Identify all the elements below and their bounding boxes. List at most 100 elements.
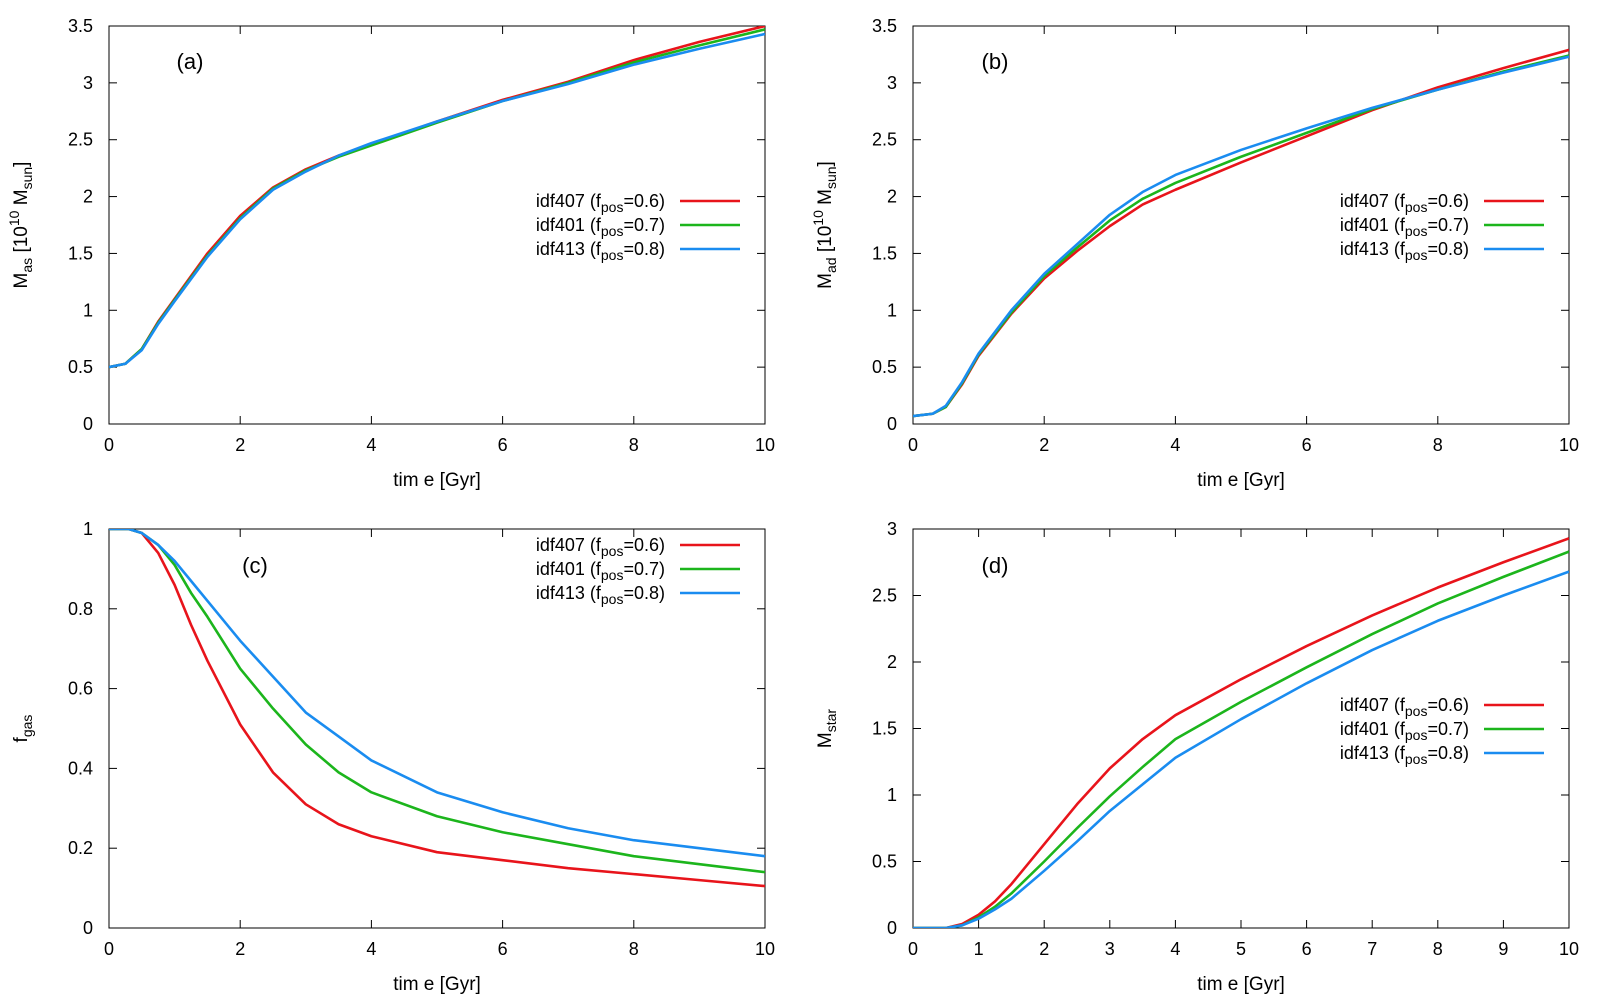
y-tick-label: 2 [887,652,897,672]
x-axis-label: tim e [Gyr] [393,974,481,995]
x-tick-label: 6 [498,435,508,455]
panel-a: 0 2 4 6 8 10 0 0.5 1 1.5 2 2.5 3 3.5 tim e [Gyr] Mas [1… [6,16,775,491]
y-tick-label: 1 [887,785,897,805]
x-tick-label: 8 [1433,939,1443,959]
series-line-idf407 [109,529,765,888]
panel-label: (c) [242,553,268,578]
x-tick-label: 6 [498,939,508,959]
x-axis-label: tim e [Gyr] [1197,470,1285,491]
y-tick-label: 2.5 [872,130,897,150]
y-tick-label: 2 [887,187,897,207]
series-line-idf413 [109,529,765,858]
plot-frame [108,25,766,425]
x-tick-label: 10 [755,939,775,959]
series-line-idf413 [913,55,1569,418]
legend-label-idf401: idf401 (fpos=0.7) [1340,719,1469,743]
x-tick-label: 1 [974,939,984,959]
y-tick-label: 1 [887,300,897,320]
x-tick-label: 7 [1367,939,1377,959]
x-tick-label: 4 [366,939,376,959]
x-tick-label: 4 [1170,939,1180,959]
y-tick-label: 0 [83,414,93,434]
panel-d: 0 1 2 3 4 5 6 7 8 9 10 0 0.5 1 1.5 2 2.5 3 tim e [Gyr] Msta… [815,519,1579,995]
legend-label-idf407: idf407 (fpos=0.6) [536,535,665,559]
panel-label: (b) [982,49,1009,74]
panel-b: 0 2 4 6 8 10 0 0.5 1 1.5 2 2.5 3 3.5 tim e [Gyr] Mad [1… [810,16,1579,491]
y-tick-label: 0.6 [68,679,93,699]
panel-label: (d) [982,553,1009,578]
y-tick-label: 0.5 [872,357,897,377]
x-tick-label: 3 [1105,939,1115,959]
series-line-idf407 [913,48,1569,418]
y-tick-label: 0.5 [68,357,93,377]
legend-label-idf413: idf413 (fpos=0.8) [536,239,665,263]
x-tick-label: 0 [908,435,918,455]
plot-frame [108,528,766,929]
x-tick-label: 2 [1039,939,1049,959]
legend-label-idf407: idf407 (fpos=0.6) [1340,191,1469,215]
series-line-idf413 [109,32,765,369]
panel-c: 0 2 4 6 8 10 0 0.2 0.4 0.6 0.8 1 tim e [Gyr] fgas (c) i… [11,519,775,995]
y-tick-label: 3 [83,73,93,93]
y-axis-label: Mas [1010 Msun] [6,162,35,289]
legend-label-idf413: idf413 (fpos=0.8) [1340,743,1469,767]
legend-label-idf401: idf401 (fpos=0.7) [1340,215,1469,239]
x-tick-label: 0 [104,435,114,455]
y-tick-label: 0 [83,918,93,938]
series-line-idf407 [109,26,765,369]
x-tick-label: 10 [755,435,775,455]
x-tick-label: 6 [1302,435,1312,455]
y-axis-label: fgas [11,715,35,743]
y-tick-label: 2 [83,187,93,207]
y-tick-label: 0.5 [872,852,897,872]
y-tick-label: 1.5 [68,243,93,263]
x-tick-label: 8 [1433,435,1443,455]
y-tick-label: 3 [887,519,897,539]
legend-label-idf407: idf407 (fpos=0.6) [1340,695,1469,719]
y-tick-label: 2.5 [68,130,93,150]
y-tick-label: 1 [83,300,93,320]
legend-label-idf401: idf401 (fpos=0.7) [536,559,665,583]
x-tick-label: 2 [1039,435,1049,455]
legend: idf407 (fpos=0.6)idf401 (fpos=0.7)idf413… [536,535,740,607]
x-tick-label: 5 [1236,939,1246,959]
x-tick-label: 2 [235,939,245,959]
legend-label-idf413: idf413 (fpos=0.8) [1340,239,1469,263]
series-line-idf401 [913,54,1569,418]
x-tick-label: 6 [1302,939,1312,959]
legend-label-idf407: idf407 (fpos=0.6) [536,191,665,215]
legend: idf407 (fpos=0.6)idf401 (fpos=0.7)idf413… [536,191,740,263]
legend: idf407 (fpos=0.6)idf401 (fpos=0.7)idf413… [1340,191,1544,263]
x-axis-label: tim e [Gyr] [1197,974,1285,995]
x-tick-label: 10 [1559,435,1579,455]
series-line-idf413 [913,570,1569,928]
y-tick-label: 1.5 [872,243,897,263]
y-tick-label: 1 [83,519,93,539]
panel-label: (a) [177,49,204,74]
series-line-idf401 [109,28,765,369]
plot-frame [912,25,1570,425]
x-tick-label: 2 [235,435,245,455]
series-line-idf401 [109,529,765,874]
legend-label-idf401: idf401 (fpos=0.7) [536,215,665,239]
x-tick-label: 0 [908,939,918,959]
x-axis-label: tim e [Gyr] [393,470,481,491]
y-tick-label: 1.5 [872,719,897,739]
series-line-idf407 [913,537,1569,928]
y-tick-label: 0.2 [68,838,93,858]
y-tick-label: 0 [887,414,897,434]
legend-label-idf413: idf413 (fpos=0.8) [536,583,665,607]
y-axis-label: Mad [1010 Msun] [810,161,839,289]
y-tick-label: 3 [887,73,897,93]
y-tick-label: 3.5 [872,16,897,36]
y-tick-label: 0 [887,918,897,938]
x-tick-label: 8 [629,435,639,455]
x-tick-label: 9 [1498,939,1508,959]
legend: idf407 (fpos=0.6)idf401 (fpos=0.7)idf413… [1340,695,1544,767]
x-tick-label: 0 [104,939,114,959]
y-tick-label: 0.4 [68,758,93,778]
x-tick-label: 8 [629,939,639,959]
y-axis-label: Mstar [815,709,839,749]
x-tick-label: 4 [1170,435,1180,455]
